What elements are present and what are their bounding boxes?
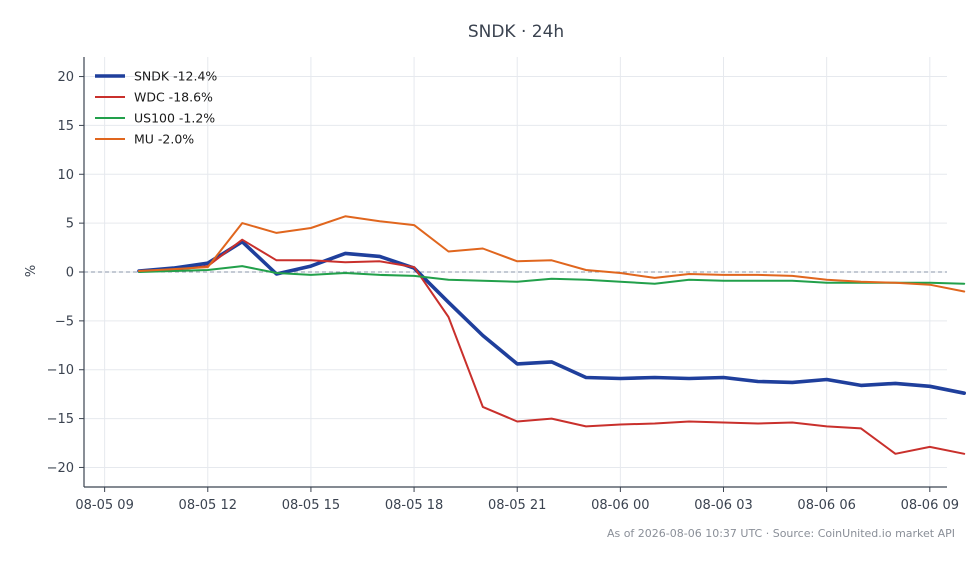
x-axis-ticks: 08-05 09 08-05 12 08-05 15 08-05 18 08-05 21… [75, 487, 959, 513]
y-tick-label: −20 [47, 461, 74, 476]
y-tick-label: −5 [55, 314, 74, 329]
x-tick-label: 08-06 09 [901, 498, 959, 513]
legend: SNDK -12.4% WDC -18.6% US100 -1.2% MU -2.0% [95, 69, 217, 147]
y-tick-label: 0 [66, 266, 74, 281]
x-tick-label: 08-06 00 [591, 498, 649, 513]
legend-label: WDC -18.6% [134, 90, 213, 105]
y-tick-label: 10 [57, 168, 74, 183]
x-tick-label: 08-05 09 [75, 498, 133, 513]
y-tick-label: −15 [47, 412, 74, 427]
y-tick-label: 20 [57, 70, 74, 85]
legend-label: US100 -1.2% [134, 111, 215, 126]
legend-label: MU -2.0% [134, 132, 194, 147]
y-axis-label: % [24, 265, 39, 277]
series-lines [137, 215, 967, 455]
source-footnote: As of 2026-08-06 10:37 UTC · Source: Coi… [607, 527, 955, 540]
series-line-1 [138, 238, 966, 455]
y-axis-ticks: 20 15 10 5 0 −5 −10 −15 −20 [47, 70, 84, 476]
chart-title: SNDK · 24h [468, 22, 564, 42]
x-tick-label: 08-06 03 [694, 498, 752, 513]
y-tick-label: 15 [57, 119, 74, 134]
series-line-2 [138, 265, 966, 285]
x-tick-label: 08-06 06 [797, 498, 855, 513]
y-tick-label: 5 [66, 217, 74, 232]
x-tick-label: 08-05 12 [179, 498, 237, 513]
x-tick-label: 08-05 21 [488, 498, 546, 513]
series-line-0 [137, 239, 967, 396]
x-tick-label: 08-05 18 [385, 498, 443, 513]
legend-label: SNDK -12.4% [134, 69, 217, 84]
y-tick-label: −10 [47, 363, 74, 378]
series-line-3 [138, 215, 966, 293]
x-tick-label: 08-05 15 [282, 498, 340, 513]
